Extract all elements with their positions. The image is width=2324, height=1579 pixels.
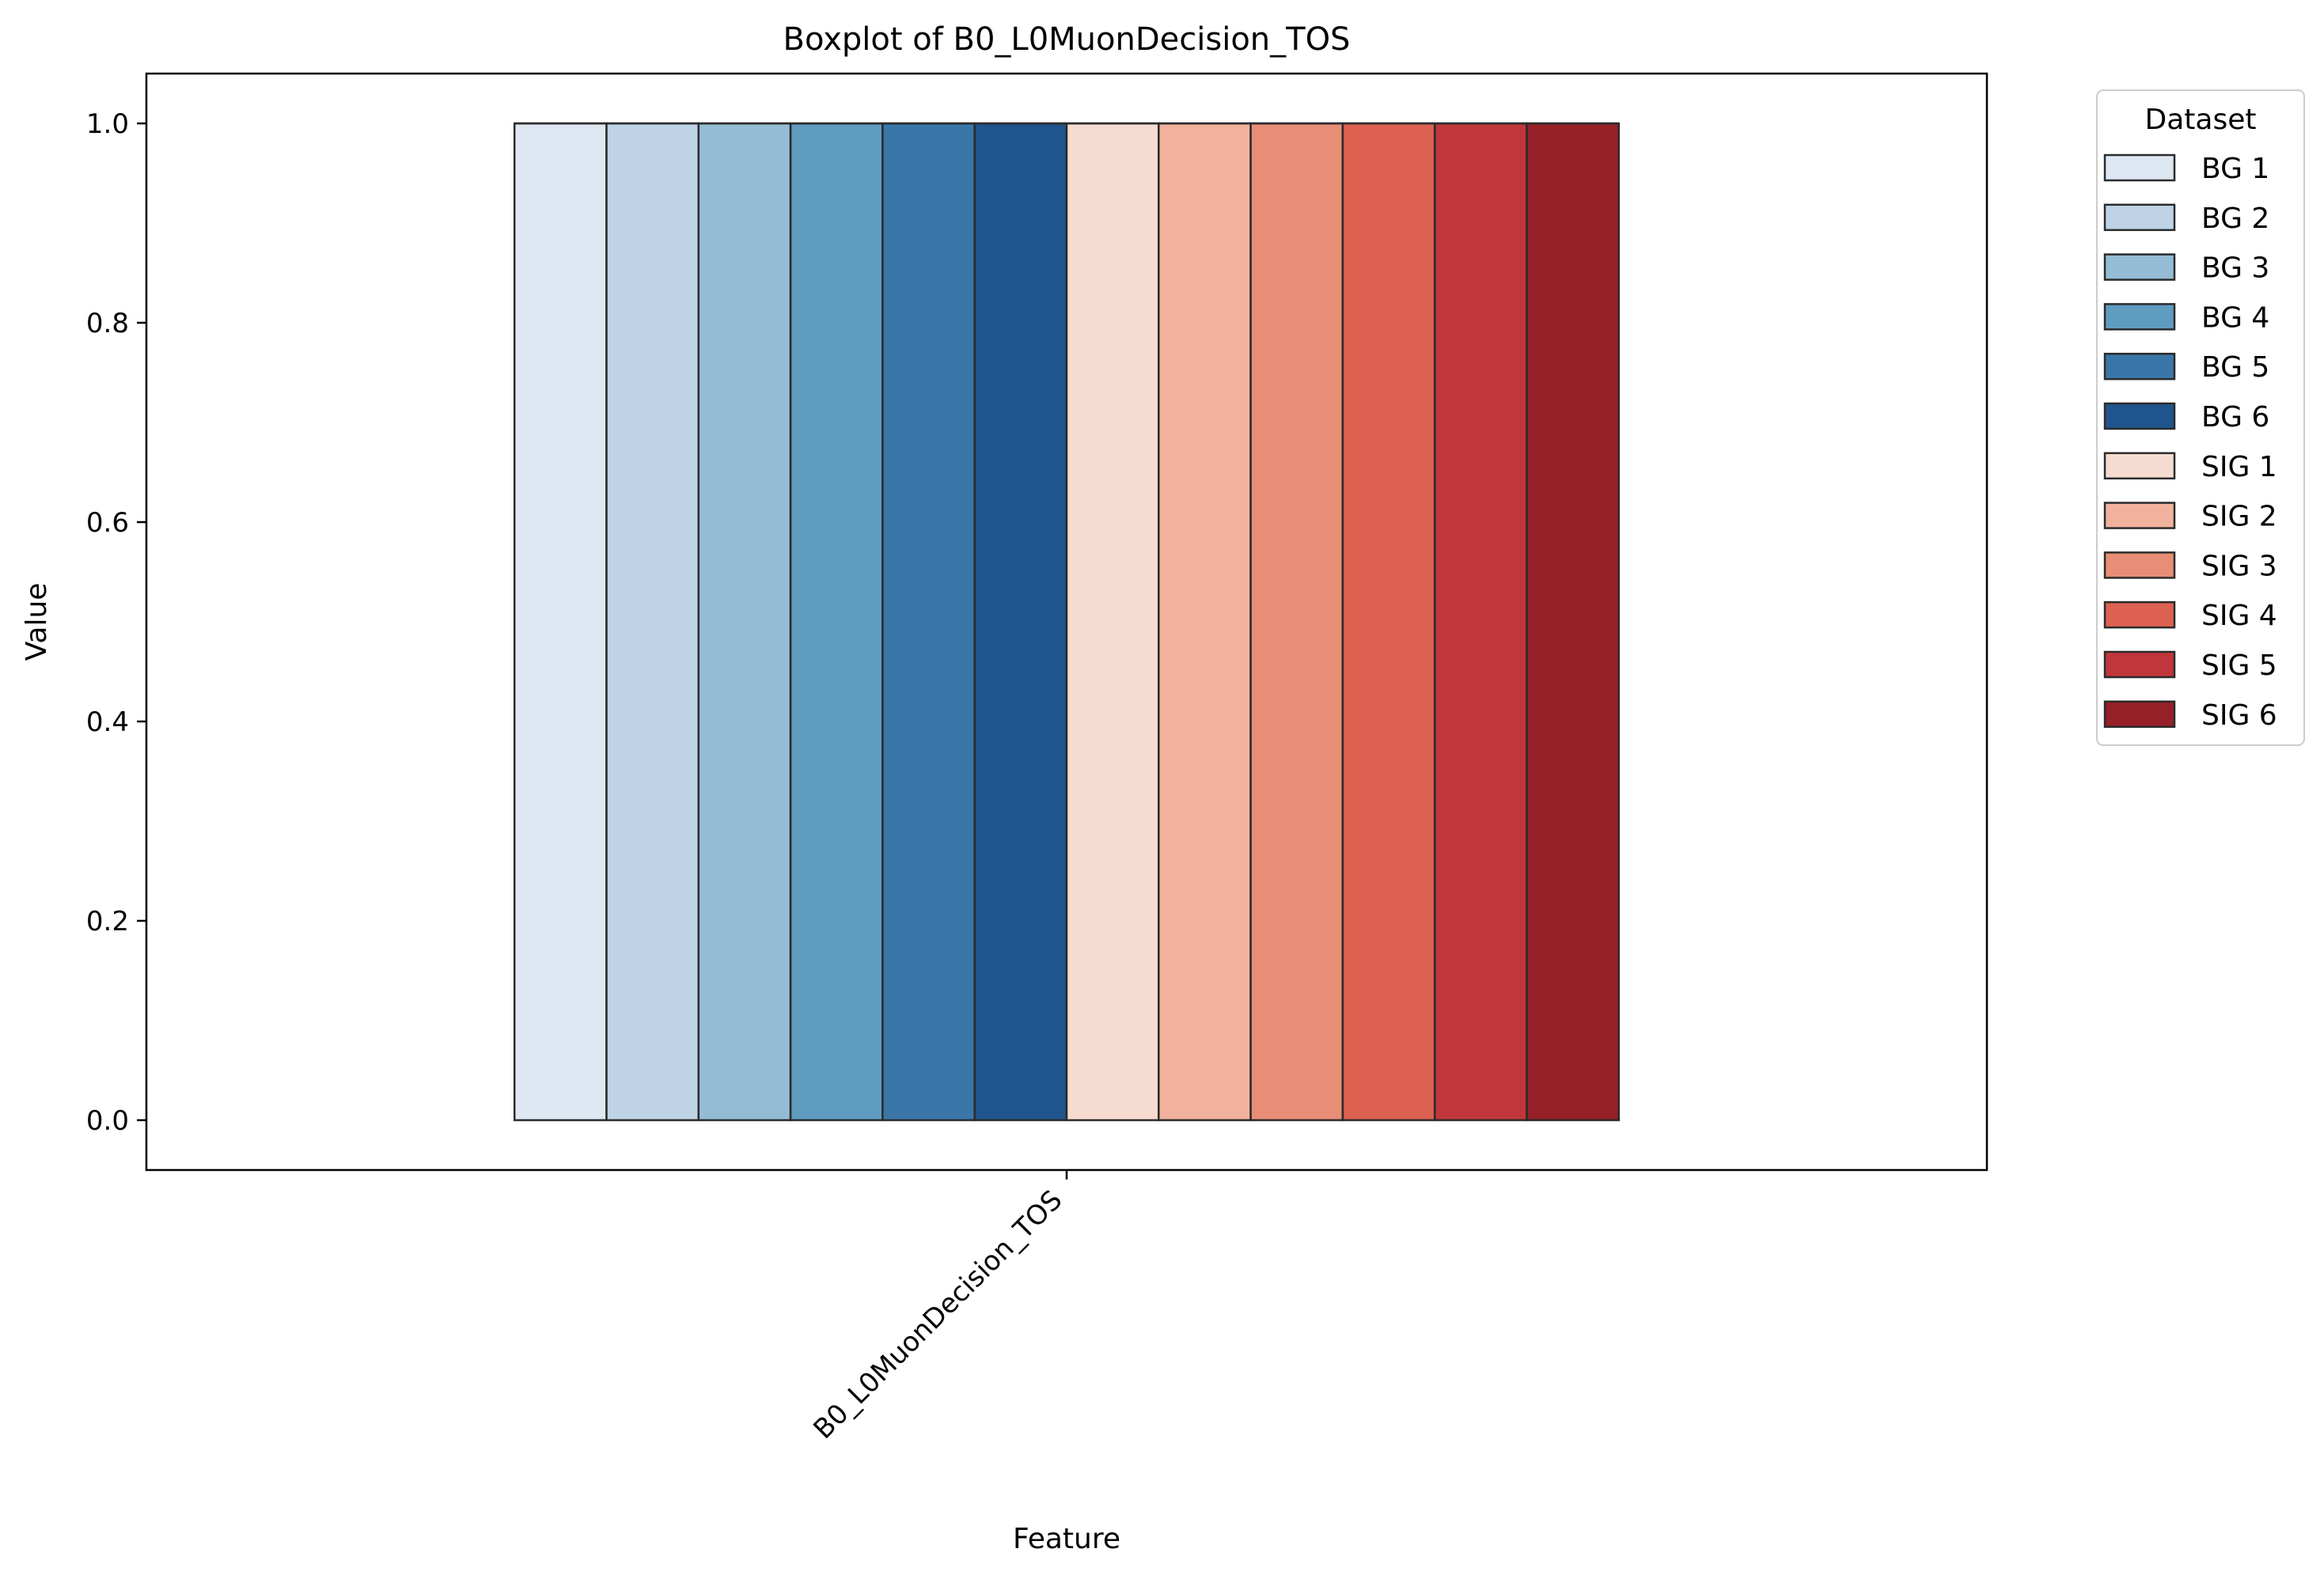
legend-item: BG 1	[2103, 153, 2269, 185]
y-tick-label: 0.6	[86, 507, 129, 539]
y-tick-label: 0.0	[86, 1105, 129, 1137]
box-sig-4	[1341, 122, 1436, 1122]
legend-swatch	[2103, 502, 2176, 529]
legend-label: SIG 6	[2201, 699, 2277, 732]
legend-item: BG 4	[2103, 301, 2269, 334]
legend-item: SIG 1	[2103, 451, 2277, 483]
box-bg-5	[881, 122, 976, 1122]
box-sig-1	[1065, 122, 1160, 1122]
legend-swatch	[2103, 153, 2176, 182]
legend-label: SIG 3	[2201, 550, 2277, 582]
legend: Dataset BG 1 BG 2 BG 3 BG 4 BG 5 BG 6 SIG 1 SIG…	[2096, 89, 2305, 746]
y-axis: 0.0 0.2 0.4 0.6 0.8 1.0	[86, 108, 146, 1137]
legend-swatch	[2103, 452, 2176, 480]
legend-item: BG 3	[2103, 252, 2269, 285]
box-bg-1	[513, 122, 608, 1122]
x-axis-label: Feature	[1013, 1523, 1120, 1555]
box-bg-4	[789, 122, 884, 1122]
x-axis: B0_L0MuonDecision_TOS	[807, 1170, 1068, 1445]
plot-area	[513, 122, 1621, 1122]
y-tick-label: 0.2	[86, 906, 129, 937]
y-tick-label: 0.4	[86, 706, 129, 738]
x-tick-label: B0_L0MuonDecision_TOS	[807, 1184, 1068, 1445]
legend-item: BG 2	[2103, 203, 2269, 235]
legend-swatch	[2103, 352, 2176, 381]
box-sig-5	[1433, 122, 1528, 1122]
box-bg-3	[697, 122, 792, 1122]
legend-item: SIG 3	[2103, 550, 2277, 582]
legend-label: SIG 1	[2201, 451, 2277, 483]
legend-item: SIG 2	[2103, 501, 2277, 533]
legend-item: SIG 5	[2103, 649, 2277, 682]
legend-swatch	[2103, 203, 2176, 232]
y-tick-label: 1.0	[86, 108, 129, 140]
legend-swatch	[2103, 303, 2176, 331]
legend-label: BG 1	[2201, 153, 2269, 185]
legend-swatch	[2103, 700, 2176, 729]
legend-items: BG 1 BG 2 BG 3 BG 4 BG 5 BG 6 SIG 1 SIG 2 SIG 3 S…	[2103, 153, 2277, 732]
legend-label: BG 5	[2201, 351, 2269, 384]
box-sig-6	[1526, 122, 1621, 1122]
legend-swatch	[2103, 253, 2176, 281]
chart-title: Boxplot of B0_L0MuonDecision_TOS	[783, 21, 1351, 58]
legend-label: BG 4	[2201, 301, 2269, 334]
legend-swatch	[2103, 600, 2176, 629]
y-tick-label: 0.8	[86, 308, 129, 339]
legend-title: Dataset	[2145, 104, 2257, 136]
box-sig-3	[1249, 122, 1344, 1122]
legend-label: SIG 4	[2201, 600, 2277, 632]
box-sig-2	[1158, 122, 1252, 1122]
legend-item: SIG 4	[2103, 600, 2277, 632]
legend-swatch	[2103, 551, 2176, 579]
legend-label: SIG 5	[2201, 649, 2277, 682]
legend-label: BG 3	[2201, 252, 2269, 285]
legend-label: BG 2	[2201, 203, 2269, 235]
legend-label: SIG 2	[2201, 501, 2277, 533]
legend-item: SIG 6	[2103, 699, 2277, 732]
legend-swatch	[2103, 402, 2176, 430]
y-axis-label: Value	[21, 583, 53, 661]
legend-item: BG 6	[2103, 401, 2269, 434]
legend-label: BG 6	[2201, 401, 2269, 434]
box-bg-6	[973, 122, 1068, 1122]
legend-swatch	[2103, 650, 2176, 679]
legend-item: BG 5	[2103, 351, 2269, 384]
box-bg-2	[605, 122, 700, 1122]
